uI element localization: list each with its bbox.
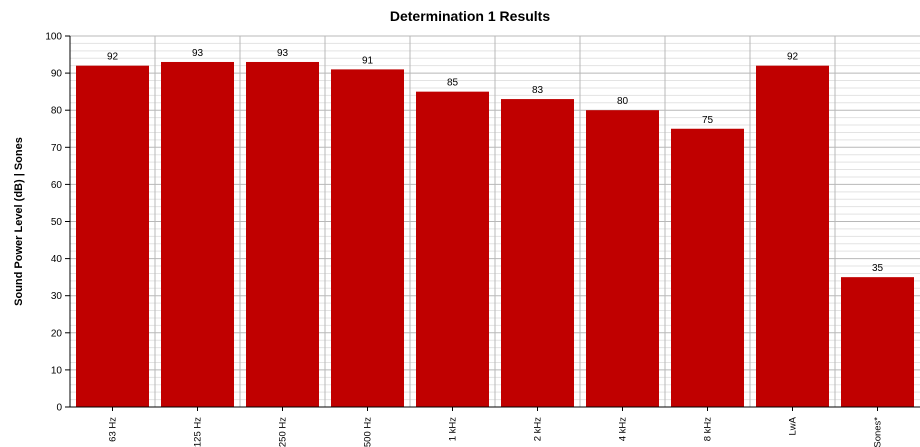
x-tick-label-8: LwA — [788, 416, 799, 435]
value-label-7: 75 — [702, 115, 714, 126]
value-label-8: 92 — [787, 52, 799, 63]
y-tick-label: 50 — [51, 217, 63, 228]
bars — [76, 61, 914, 408]
y-tick-label: 60 — [51, 180, 63, 191]
x-tick-label-5: 2 kHz — [533, 417, 544, 442]
value-label-9: 35 — [872, 263, 884, 274]
x-tick-label-2: 250 Hz — [278, 417, 289, 447]
x-tick-label-3: 500 Hz — [363, 417, 374, 447]
value-label-1: 93 — [192, 48, 204, 59]
bar-2 — [246, 61, 319, 407]
y-axis-ticks: 0 10 20 30 40 50 60 70 80 90 100 — [45, 32, 70, 414]
y-tick-label: 90 — [51, 69, 63, 80]
x-tick-label-0: 63 Hz — [108, 417, 119, 442]
y-tick-label: 40 — [51, 254, 63, 265]
value-labels: 92 93 93 91 85 83 80 75 92 35 — [107, 48, 884, 274]
y-tick-label: 80 — [51, 106, 63, 117]
x-tick-label-6: 4 kHz — [618, 417, 629, 442]
value-label-2: 93 — [277, 48, 289, 59]
y-tick-label: 100 — [45, 32, 62, 43]
x-tick-label-7: 8 kHz — [703, 417, 714, 442]
bar-4 — [416, 91, 489, 408]
x-axis-ticks: 63 Hz 125 Hz 250 Hz 500 Hz 1 kHz 2 kHz 4 kHz 8 … — [108, 407, 884, 447]
bar-1 — [161, 61, 234, 407]
value-label-4: 85 — [447, 78, 459, 89]
bar-7 — [671, 128, 744, 407]
vertical-gridlines — [154, 36, 836, 407]
value-label-5: 83 — [532, 85, 544, 96]
x-tick-label-1: 125 Hz — [193, 417, 204, 447]
y-tick-label: 0 — [56, 403, 62, 414]
value-label-3: 91 — [362, 55, 374, 66]
value-label-0: 92 — [107, 52, 119, 63]
y-tick-label: 30 — [51, 291, 63, 302]
chart-title: Determination 1 Results — [390, 8, 550, 24]
bar-0 — [76, 65, 149, 408]
value-label-6: 80 — [617, 96, 629, 107]
y-tick-label: 20 — [51, 328, 63, 339]
y-tick-label: 70 — [51, 143, 63, 154]
y-axis-label: Sound Power Level (dB) | Sones — [13, 137, 25, 306]
bar-8 — [756, 65, 829, 408]
bar-6 — [586, 110, 659, 407]
x-tick-label-4: 1 kHz — [448, 417, 459, 442]
x-tick-label-9: Sones* — [873, 417, 884, 447]
bar-5 — [501, 99, 574, 407]
y-tick-label: 10 — [51, 365, 63, 376]
bar-3 — [331, 69, 404, 407]
bar-9 — [841, 277, 914, 407]
